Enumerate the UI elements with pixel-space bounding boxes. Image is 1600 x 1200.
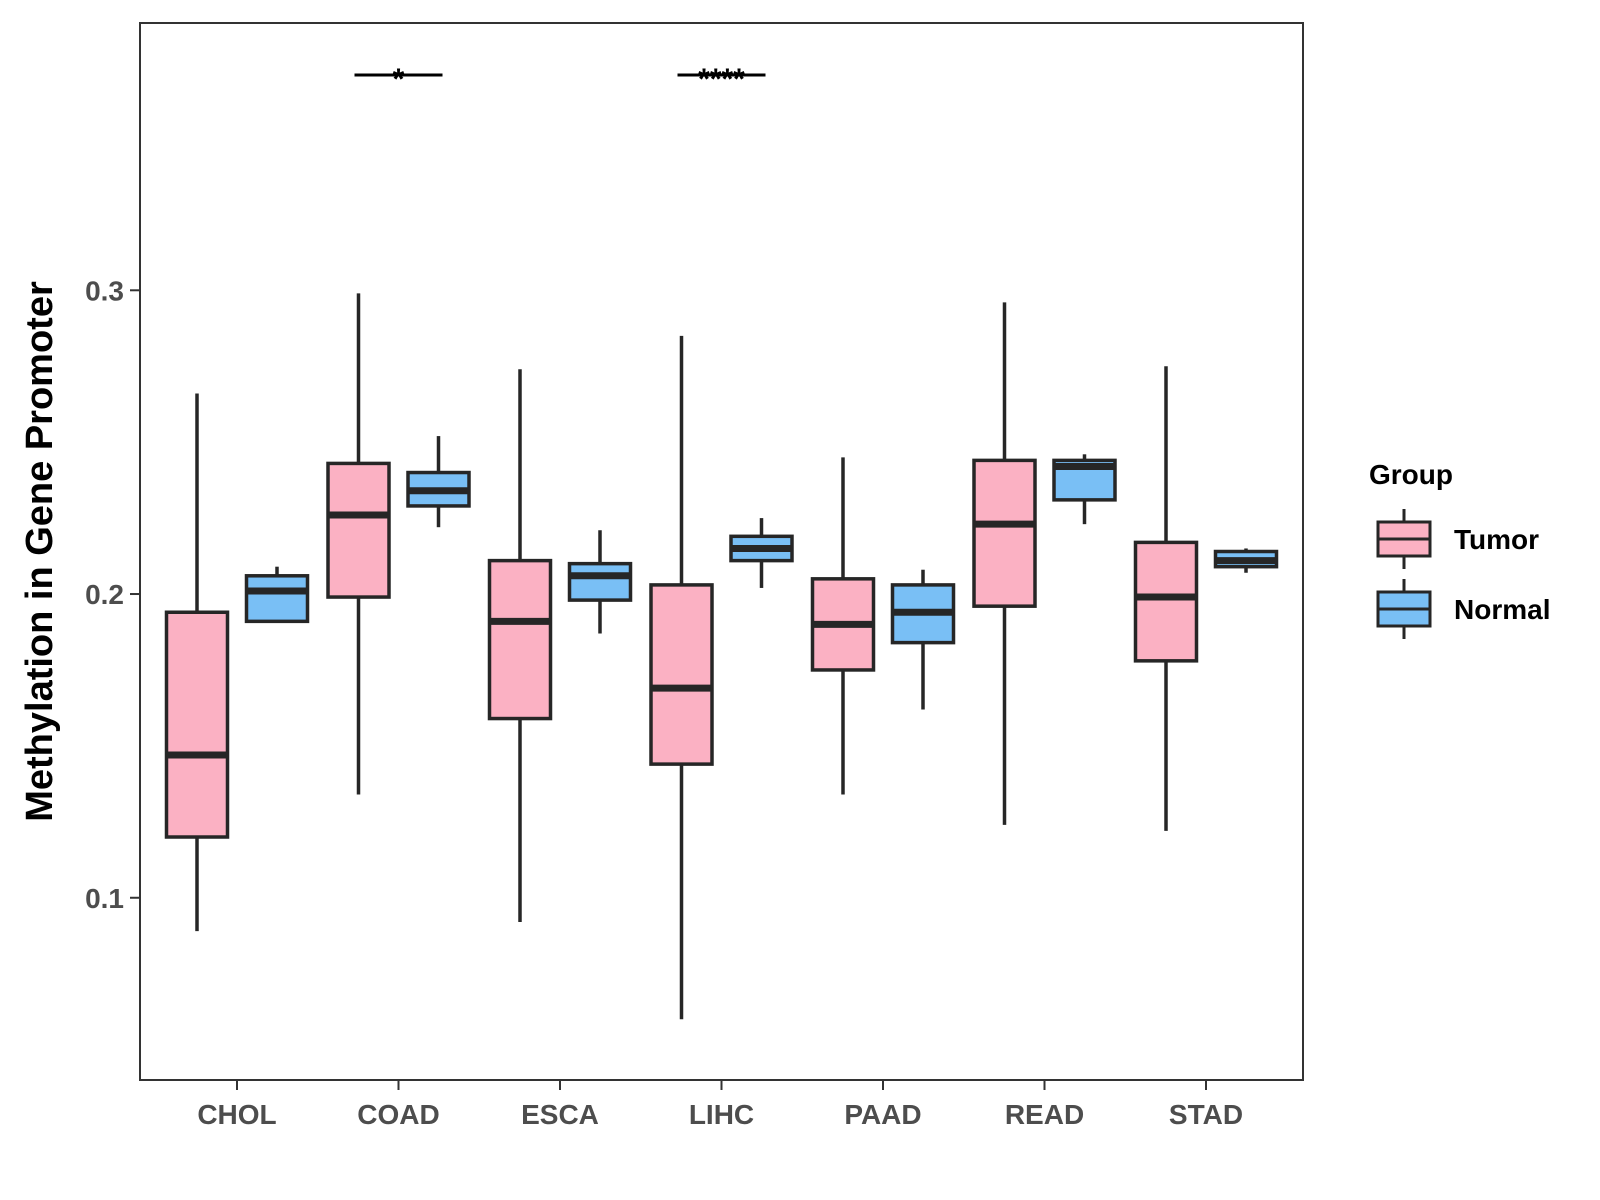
y-axis-title: Methylation in Gene Promoter (19, 281, 61, 822)
x-tick-label-read: READ (1005, 1099, 1084, 1130)
box-body-normal-chol (244, 574, 310, 624)
x-tick-label-lihc: LIHC (689, 1099, 754, 1130)
box-body-tumor-esca (487, 558, 553, 721)
box-tumor-esca (487, 369, 553, 923)
legend-entry-normal: Normal (1376, 579, 1550, 639)
significance-label-lihc: **** (698, 63, 745, 96)
legend-label-normal: Normal (1454, 594, 1550, 625)
legend: Group Tumor Normal (1369, 459, 1550, 639)
x-tick-label-coad: COAD (357, 1099, 439, 1130)
x-tick-label-esca: ESCA (521, 1099, 599, 1130)
box-normal-read (1052, 454, 1117, 525)
box-tumor-read (972, 302, 1037, 825)
chart-axes: 0.1 0.2 0.3 CHOL COAD ESCA LIHC PAAD READ STAD Met… (19, 275, 1243, 1130)
box-normal-coad (406, 436, 471, 528)
box-body-tumor-read (972, 458, 1037, 608)
box-tumor-chol (164, 393, 230, 932)
x-tick-label-paad: PAAD (844, 1099, 921, 1130)
box-body-tumor-lihc (649, 583, 714, 766)
significance-lihc: **** (677, 63, 766, 96)
chart-marks: * **** (164, 63, 1279, 1020)
box-tumor-stad (1133, 366, 1199, 831)
x-tick-label-stad: STAD (1169, 1099, 1243, 1130)
significance-label-coad: * (393, 63, 405, 96)
box-tumor-lihc (649, 335, 714, 1020)
box-normal-chol (244, 566, 310, 624)
legend-title: Group (1369, 459, 1453, 490)
box-tumor-coad (326, 293, 391, 795)
y-tick-label-2: 0.3 (85, 275, 124, 306)
box-normal-stad (1213, 548, 1279, 573)
y-tick-label-0: 0.1 (85, 883, 124, 914)
plot-background (140, 23, 1303, 1080)
box-body-tumor-stad (1133, 540, 1199, 663)
box-body-tumor-coad (326, 461, 391, 599)
legend-label-tumor: Tumor (1454, 524, 1539, 555)
y-tick-label-1: 0.2 (85, 579, 124, 610)
box-normal-lihc (729, 518, 794, 588)
box-normal-esca (567, 530, 633, 634)
legend-entry-tumor: Tumor (1376, 509, 1539, 569)
significance-coad: * (354, 63, 443, 96)
box-normal-paad (890, 569, 956, 710)
box-tumor-paad (810, 457, 876, 795)
x-tick-label-chol: CHOL (197, 1099, 276, 1130)
box-body-tumor-chol (164, 610, 230, 839)
box-body-normal-esca (567, 561, 633, 602)
